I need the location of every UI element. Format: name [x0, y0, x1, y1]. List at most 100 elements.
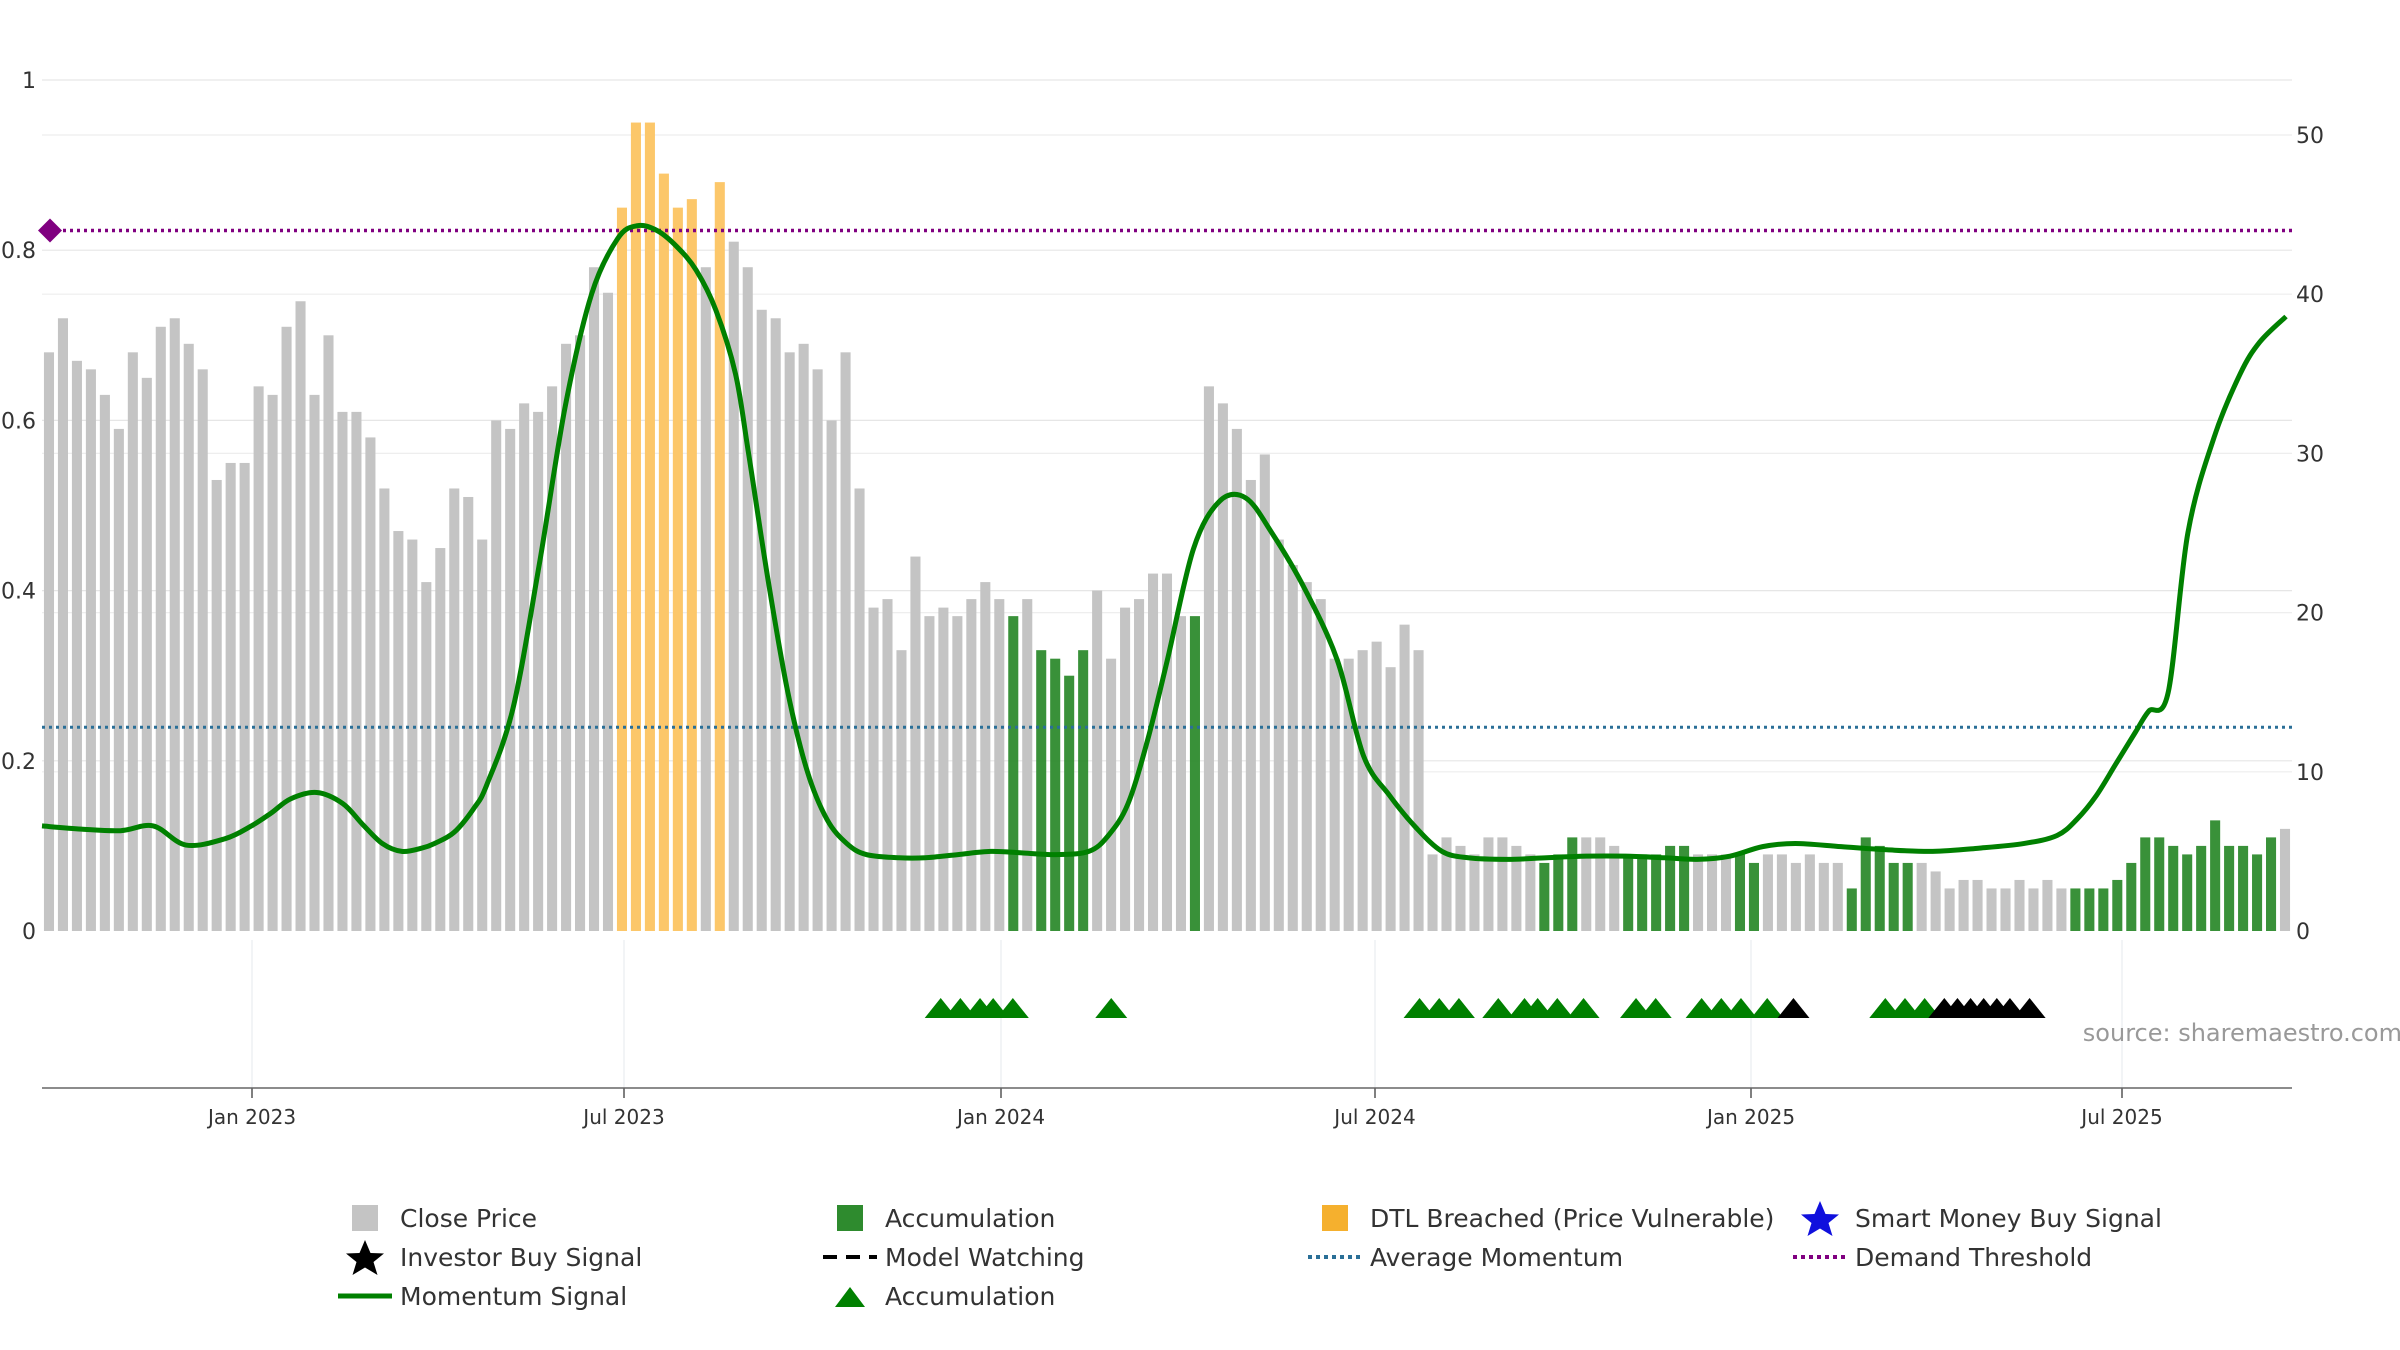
close-price-bar — [491, 420, 502, 931]
accumulation-bar — [2266, 837, 2277, 931]
close-price-bar — [1958, 879, 1969, 931]
close-price-bar — [1259, 454, 1270, 931]
momentum-signal-line — [41, 222, 2288, 862]
close-price-bar — [784, 352, 795, 931]
y-left-tick-label: 0.2 — [1, 750, 36, 775]
accumulation-bar — [1064, 675, 1075, 931]
close-price-bar — [896, 650, 907, 931]
close-price-bar — [253, 386, 264, 931]
close-price-bar — [1245, 479, 1256, 931]
dtl-breached-bar — [714, 182, 725, 931]
close-price-bar — [924, 616, 935, 931]
accumulation-triangle — [1541, 998, 1574, 1018]
close-price-bar — [1399, 624, 1410, 931]
close-price-bar — [840, 352, 851, 931]
signal-markers — [924, 998, 2046, 1018]
close-price-bar — [854, 488, 865, 931]
close-price-bar — [435, 548, 446, 931]
close-price-bar — [1483, 837, 1494, 931]
source-label: source: sharemaestro.com — [2083, 1019, 2400, 1047]
close-price-bar — [267, 394, 278, 931]
close-price-bar — [1790, 862, 1801, 931]
price-bars — [43, 122, 2291, 932]
y-left-tick-label: 0 — [22, 920, 36, 945]
close-price-bar — [113, 428, 124, 931]
close-price-bar — [952, 616, 963, 931]
y-right-tick-label: 20 — [2296, 602, 2324, 627]
accumulation-bar — [2084, 888, 2095, 931]
close-price-bar — [1413, 650, 1424, 931]
close-price-bar — [57, 318, 68, 931]
accumulation-bar — [1539, 862, 1550, 931]
close-price-bar — [1427, 854, 1438, 931]
close-price-bar — [477, 539, 488, 931]
close-price-bar — [1441, 837, 1452, 931]
close-price-bar — [197, 369, 208, 932]
accumulation-bar — [1078, 650, 1089, 931]
close-price-bar — [728, 241, 739, 931]
x-tick-label: Jul 2025 — [2079, 1105, 2162, 1129]
accumulation-triangle — [1567, 998, 1600, 1018]
x-tick-label: Jan 2023 — [206, 1105, 296, 1129]
close-price-bar — [1762, 854, 1773, 931]
accumulation-bar — [2140, 837, 2151, 931]
close-price-bar — [463, 496, 474, 931]
close-price-bar — [225, 462, 236, 931]
close-price-bar — [379, 488, 390, 931]
close-price-bar — [85, 369, 96, 932]
close-price-bar — [1301, 582, 1312, 931]
close-price-bar — [239, 462, 250, 931]
close-price-bar — [575, 335, 586, 931]
close-price-bar — [1497, 837, 1508, 931]
close-price-bar — [43, 352, 55, 931]
close-price-bar — [1231, 428, 1242, 931]
accumulation-bar — [1567, 837, 1578, 931]
accumulation-bar — [2182, 854, 2193, 931]
close-price-bar — [1175, 616, 1187, 931]
accumulation-bar — [2210, 820, 2221, 931]
momentum-signal-path — [41, 222, 2288, 862]
close-price-bar — [1804, 854, 1815, 931]
accumulation-bar — [1008, 616, 1019, 931]
close-price-bar — [868, 607, 879, 931]
investor-buy-triangle — [2013, 998, 2046, 1018]
close-price-bar — [1203, 386, 1214, 931]
x-tick-label: Jul 2024 — [1332, 1105, 1415, 1129]
close-price-bar — [1371, 641, 1382, 931]
close-price-bar — [1022, 599, 1033, 931]
close-price-bar — [1707, 854, 1718, 931]
close-price-bar — [365, 437, 376, 931]
close-price-bar — [281, 326, 292, 931]
close-price-bar — [309, 394, 320, 931]
close-price-bar — [2014, 879, 2025, 931]
close-price-bar — [1916, 862, 1927, 931]
close-price-bar — [1357, 650, 1368, 931]
accumulation-bar — [1553, 854, 1564, 931]
close-price-bar — [602, 292, 614, 931]
close-price-bar — [1595, 837, 1606, 931]
accumulation-bar — [1902, 862, 1913, 931]
close-price-bar — [449, 488, 460, 931]
close-price-bar — [1455, 845, 1466, 931]
y-right-tick-label: 0 — [2296, 920, 2310, 945]
close-price-bar — [756, 309, 767, 931]
close-price-bar — [561, 343, 572, 931]
accumulation-bar — [2196, 845, 2207, 931]
y-left-tick-label: 1 — [22, 69, 36, 94]
close-price-bar — [1273, 539, 1284, 931]
x-tick-label: Jan 2025 — [1705, 1105, 1795, 1129]
close-price-bar — [127, 352, 138, 931]
close-price-bar — [1525, 854, 1536, 931]
close-price-bar — [99, 394, 110, 931]
x-tick-label: Jan 2024 — [955, 1105, 1045, 1129]
close-price-bar — [2056, 888, 2067, 931]
close-price-bar — [1329, 658, 1340, 931]
accumulation-triangle — [1751, 998, 1784, 1018]
close-price-bar — [798, 343, 809, 931]
accumulation-bar — [2252, 854, 2263, 931]
close-price-bar — [1930, 871, 1941, 931]
y-left-tick-label: 0.8 — [1, 239, 36, 264]
dtl-breached-bar — [616, 207, 627, 931]
close-price-bar — [1944, 888, 1955, 931]
